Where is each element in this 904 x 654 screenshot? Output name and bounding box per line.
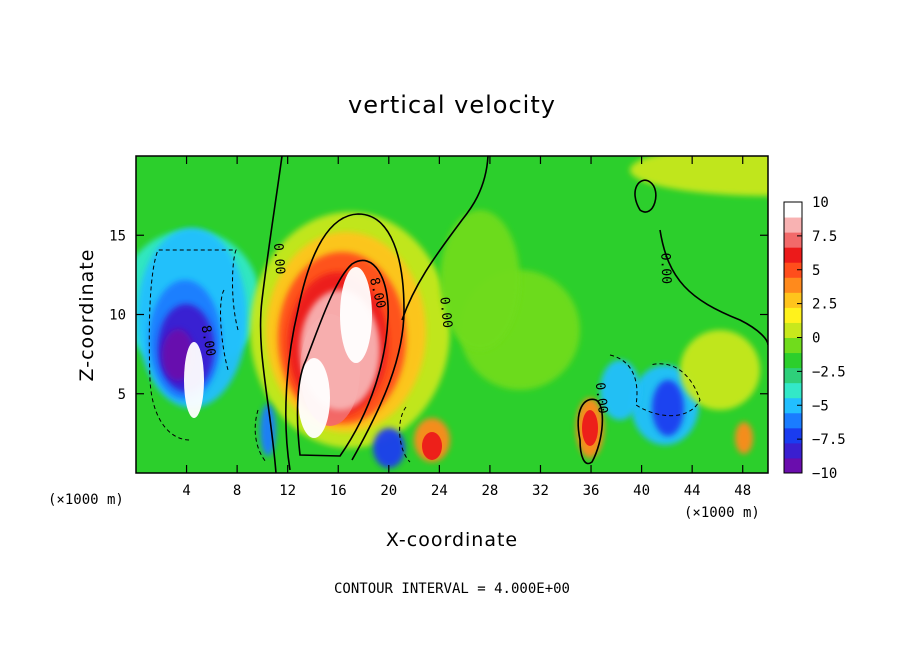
x-tick-label: 20 [380,483,397,499]
x-tick-label: 12 [279,483,296,499]
field-patch [652,380,684,436]
colorbar-swatch [784,352,802,369]
plot-area: 0.00 8.00 0.00 8.00 0.00 0.00 [135,155,769,474]
colorbar-tick-label: 0 [812,331,820,347]
colorbar-swatch [784,427,802,444]
colorbar-swatch [784,397,802,414]
contour-lines [148,156,768,473]
field-patch [260,404,276,456]
contour-interval-note: CONTOUR INTERVAL = 4.000E+00 [334,581,570,597]
colorbar-ticks: 10 7.5 5 2.5 0 −2.5 −5 −7.5 −10 [797,195,846,482]
field-patch [735,422,753,454]
x-tick-label: 28 [481,483,498,499]
contour-label: 8.00 [366,276,388,310]
field-patch [680,330,760,410]
contour-line [220,289,229,371]
colorbar-tick-label: −10 [812,466,837,482]
y-tick-label: 15 [109,228,126,244]
y-axis-label: Z-coordinate [76,249,98,382]
colorbar-swatch [784,232,802,248]
contour-line [259,156,283,473]
x-tick-label: 44 [684,483,701,499]
colorbar-swatch [784,322,802,338]
contour-line [399,406,411,463]
colorbar-swatch [784,262,802,278]
y-axis: 5 10 15 [109,228,768,403]
chart-title: vertical velocity [348,91,556,119]
y-tick-label: 10 [109,308,126,324]
contour-line [659,229,768,346]
contour-line [285,213,405,471]
x-unit-right: (×1000 m) [684,505,760,521]
contour-line [401,156,489,321]
colorbar-tick-label: −2.5 [812,364,846,380]
x-tick-label: 24 [431,483,448,499]
colorbar-swatch [784,217,802,233]
x-tick-label: 32 [532,483,549,499]
colorbar-tick-label: −5 [812,398,829,414]
colorbar-swatch [784,247,802,263]
contour-label: 8.00 [198,324,218,357]
colorbar-swatch [784,442,802,459]
contour-line [577,398,604,465]
colorbar-swatch [784,292,802,308]
velocity-field [136,156,768,468]
contour-labels: 0.00 8.00 0.00 8.00 0.00 0.00 [198,243,674,415]
field-patch [630,156,768,196]
colorbar-tick-label: −7.5 [812,432,846,448]
field-patch [184,342,204,418]
contour-line [609,354,701,417]
field-patch [422,432,442,460]
field-patch [582,410,598,446]
contour-label: 0.00 [657,253,673,285]
x-tick-label: 36 [583,483,600,499]
field-patch [440,210,520,350]
x-axis: 4 8 12 16 20 24 28 32 36 40 44 48 [182,156,751,499]
colorbar-swatch [784,367,802,384]
x-unit-left: (×1000 m) [48,492,124,508]
contour-line [634,179,657,213]
colorbar-swatch [784,412,802,429]
colorbar-tick-label: 10 [812,195,829,211]
x-tick-label: 48 [734,483,751,499]
colorbar-swatch [784,337,802,354]
x-tick-label: 16 [330,483,347,499]
contour-label: 0.00 [436,296,454,329]
x-tick-label: 8 [233,483,241,499]
colorbar [783,201,803,474]
contour-line [148,249,239,441]
contour-line [296,259,389,457]
y-tick-label: 5 [118,387,126,403]
colorbar-tick-label: 5 [812,263,820,279]
colorbar-swatch [784,202,802,218]
colorbar-swatch [784,277,802,293]
field-patch [373,428,405,468]
colorbar-tick-label: 7.5 [812,229,837,245]
field-patch [298,358,330,438]
x-tick-label: 40 [633,483,650,499]
x-tick-label: 4 [182,483,190,499]
colorbar-tick-label: 2.5 [812,297,837,313]
field-patch [340,267,372,363]
contour-label: 0.00 [592,382,610,415]
colorbar-swatch [784,307,802,323]
contour-line [254,409,267,463]
contour-label: 0.00 [270,243,287,275]
colorbar-swatch [784,382,802,399]
colorbar-swatch [784,457,802,474]
field-patch [600,360,640,420]
x-axis-label: X-coordinate [386,529,518,551]
